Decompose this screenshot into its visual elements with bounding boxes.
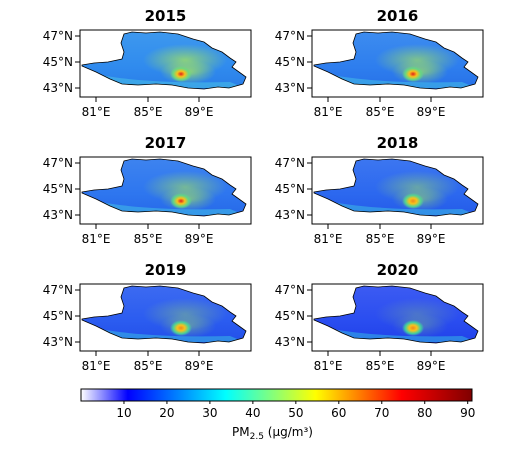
lat-tick-label: 43°N <box>43 81 73 95</box>
map-panel-2018: 2018 47°N 45°N 43°N 81°E 85°E 89°E <box>275 134 484 246</box>
lon-tick-label: 89°E <box>185 232 214 246</box>
region-outline <box>313 158 479 217</box>
lat-tick-label: 45°N <box>43 55 73 69</box>
lat-tick-label: 45°N <box>275 55 305 69</box>
map-panel-2019: 2019 47°N 45°N 43°N 81°E 85°E 89°E <box>43 261 252 373</box>
hotspot <box>402 320 424 336</box>
lat-tick-label: 47°N <box>275 156 305 170</box>
lat-tick-label: 47°N <box>275 29 305 43</box>
colorbar-tick-label: 20 <box>159 406 174 420</box>
hotspot <box>170 66 192 82</box>
lon-tick-label: 81°E <box>314 232 343 246</box>
lat-tick-label: 45°N <box>275 182 305 196</box>
lat-tick-label: 43°N <box>275 335 305 349</box>
map-panel-2015: 2015 47°N 45°N 43°N 81°E 85°E 89°E <box>43 7 252 119</box>
map-panels: 2015 47°N 45°N 43°N 81°E 85°E 89°E 2016 47°N 45°N… <box>43 7 484 373</box>
region-outline <box>81 285 247 344</box>
lon-tick-label: 85°E <box>366 232 395 246</box>
region-outline <box>81 31 247 90</box>
lon-tick-label: 85°E <box>366 359 395 373</box>
lat-tick-label: 45°N <box>43 182 73 196</box>
lat-tick-label: 47°N <box>43 156 73 170</box>
colorbar-tick-label: 90 <box>460 406 475 420</box>
colorbar-tick-label: 50 <box>288 406 303 420</box>
lon-tick-label: 85°E <box>366 105 395 119</box>
colorbar-tick-label: 30 <box>202 406 217 420</box>
lat-tick-label: 43°N <box>43 208 73 222</box>
colorbar-tick-label: 10 <box>116 406 131 420</box>
colorbar-tick-label: 40 <box>245 406 260 420</box>
colorbar-scale <box>80 388 473 402</box>
region-outline <box>313 285 479 344</box>
panel-title: 2017 <box>145 134 187 152</box>
lat-tick-label: 43°N <box>275 81 305 95</box>
panel-title: 2016 <box>377 7 419 25</box>
lon-tick-label: 89°E <box>185 105 214 119</box>
lat-tick-label: 43°N <box>275 208 305 222</box>
colorbar: 10 20 30 40 50 60 70 80 90 PM2.5 (μg/m³) <box>80 388 475 442</box>
lat-tick-label: 45°N <box>43 309 73 323</box>
lat-tick-label: 43°N <box>43 335 73 349</box>
region-outline <box>81 158 247 217</box>
panel-title: 2015 <box>145 7 187 25</box>
hotspot <box>170 193 192 209</box>
panel-title: 2019 <box>145 261 187 279</box>
map-panel-2017: 2017 47°N 45°N 43°N 81°E 85°E 89°E <box>43 134 252 246</box>
colorbar-label: PM2.5 (μg/m³) <box>232 425 313 442</box>
hotspot <box>402 66 424 82</box>
lat-tick-label: 45°N <box>275 309 305 323</box>
lon-tick-label: 81°E <box>82 359 111 373</box>
lat-tick-label: 47°N <box>275 283 305 297</box>
panel-title: 2018 <box>377 134 419 152</box>
lat-tick-label: 47°N <box>43 283 73 297</box>
lon-tick-label: 89°E <box>417 232 446 246</box>
lon-tick-label: 85°E <box>134 359 163 373</box>
lon-tick-label: 81°E <box>82 232 111 246</box>
lon-tick-label: 89°E <box>417 105 446 119</box>
colorbar-tick-label: 80 <box>417 406 432 420</box>
lon-tick-label: 81°E <box>82 105 111 119</box>
lon-tick-label: 89°E <box>185 359 214 373</box>
lon-tick-label: 85°E <box>134 105 163 119</box>
colorbar-tick-label: 70 <box>374 406 389 420</box>
region-outline <box>313 31 479 90</box>
lon-tick-label: 81°E <box>314 105 343 119</box>
lon-tick-label: 89°E <box>417 359 446 373</box>
map-panel-2016: 2016 47°N 45°N 43°N 81°E 85°E 89°E <box>275 7 484 119</box>
colorbar-tick-label: 60 <box>331 406 346 420</box>
lon-tick-label: 81°E <box>314 359 343 373</box>
lat-tick-label: 47°N <box>43 29 73 43</box>
hotspot <box>170 320 192 336</box>
panel-title: 2020 <box>377 261 419 279</box>
map-panel-2020: 2020 47°N 45°N 43°N 81°E 85°E 89°E <box>275 261 484 373</box>
lon-tick-label: 85°E <box>134 232 163 246</box>
hotspot <box>402 193 424 209</box>
